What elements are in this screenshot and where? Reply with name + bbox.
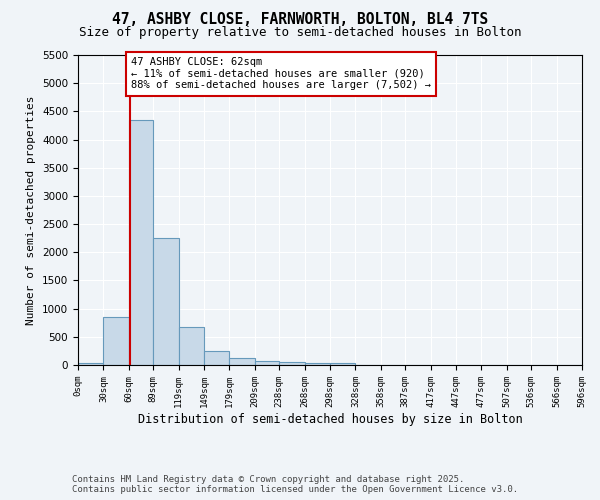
Text: 47, ASHBY CLOSE, FARNWORTH, BOLTON, BL4 7TS: 47, ASHBY CLOSE, FARNWORTH, BOLTON, BL4 … <box>112 12 488 28</box>
X-axis label: Distribution of semi-detached houses by size in Bolton: Distribution of semi-detached houses by … <box>137 412 523 426</box>
Bar <box>129 120 153 365</box>
Text: Size of property relative to semi-detached houses in Bolton: Size of property relative to semi-detach… <box>79 26 521 39</box>
Bar <box>279 362 305 365</box>
Bar <box>153 238 179 365</box>
Y-axis label: Number of semi-detached properties: Number of semi-detached properties <box>26 95 37 325</box>
Text: Contains HM Land Registry data © Crown copyright and database right 2025.
Contai: Contains HM Land Registry data © Crown c… <box>72 474 518 494</box>
Bar <box>204 352 229 365</box>
Bar <box>78 364 103 365</box>
Bar <box>179 326 204 365</box>
Bar <box>103 317 129 365</box>
Bar <box>255 362 279 365</box>
Bar <box>305 362 330 365</box>
Bar <box>330 364 355 365</box>
Bar <box>229 358 255 365</box>
Text: 47 ASHBY CLOSE: 62sqm
← 11% of semi-detached houses are smaller (920)
88% of sem: 47 ASHBY CLOSE: 62sqm ← 11% of semi-deta… <box>131 58 431 90</box>
